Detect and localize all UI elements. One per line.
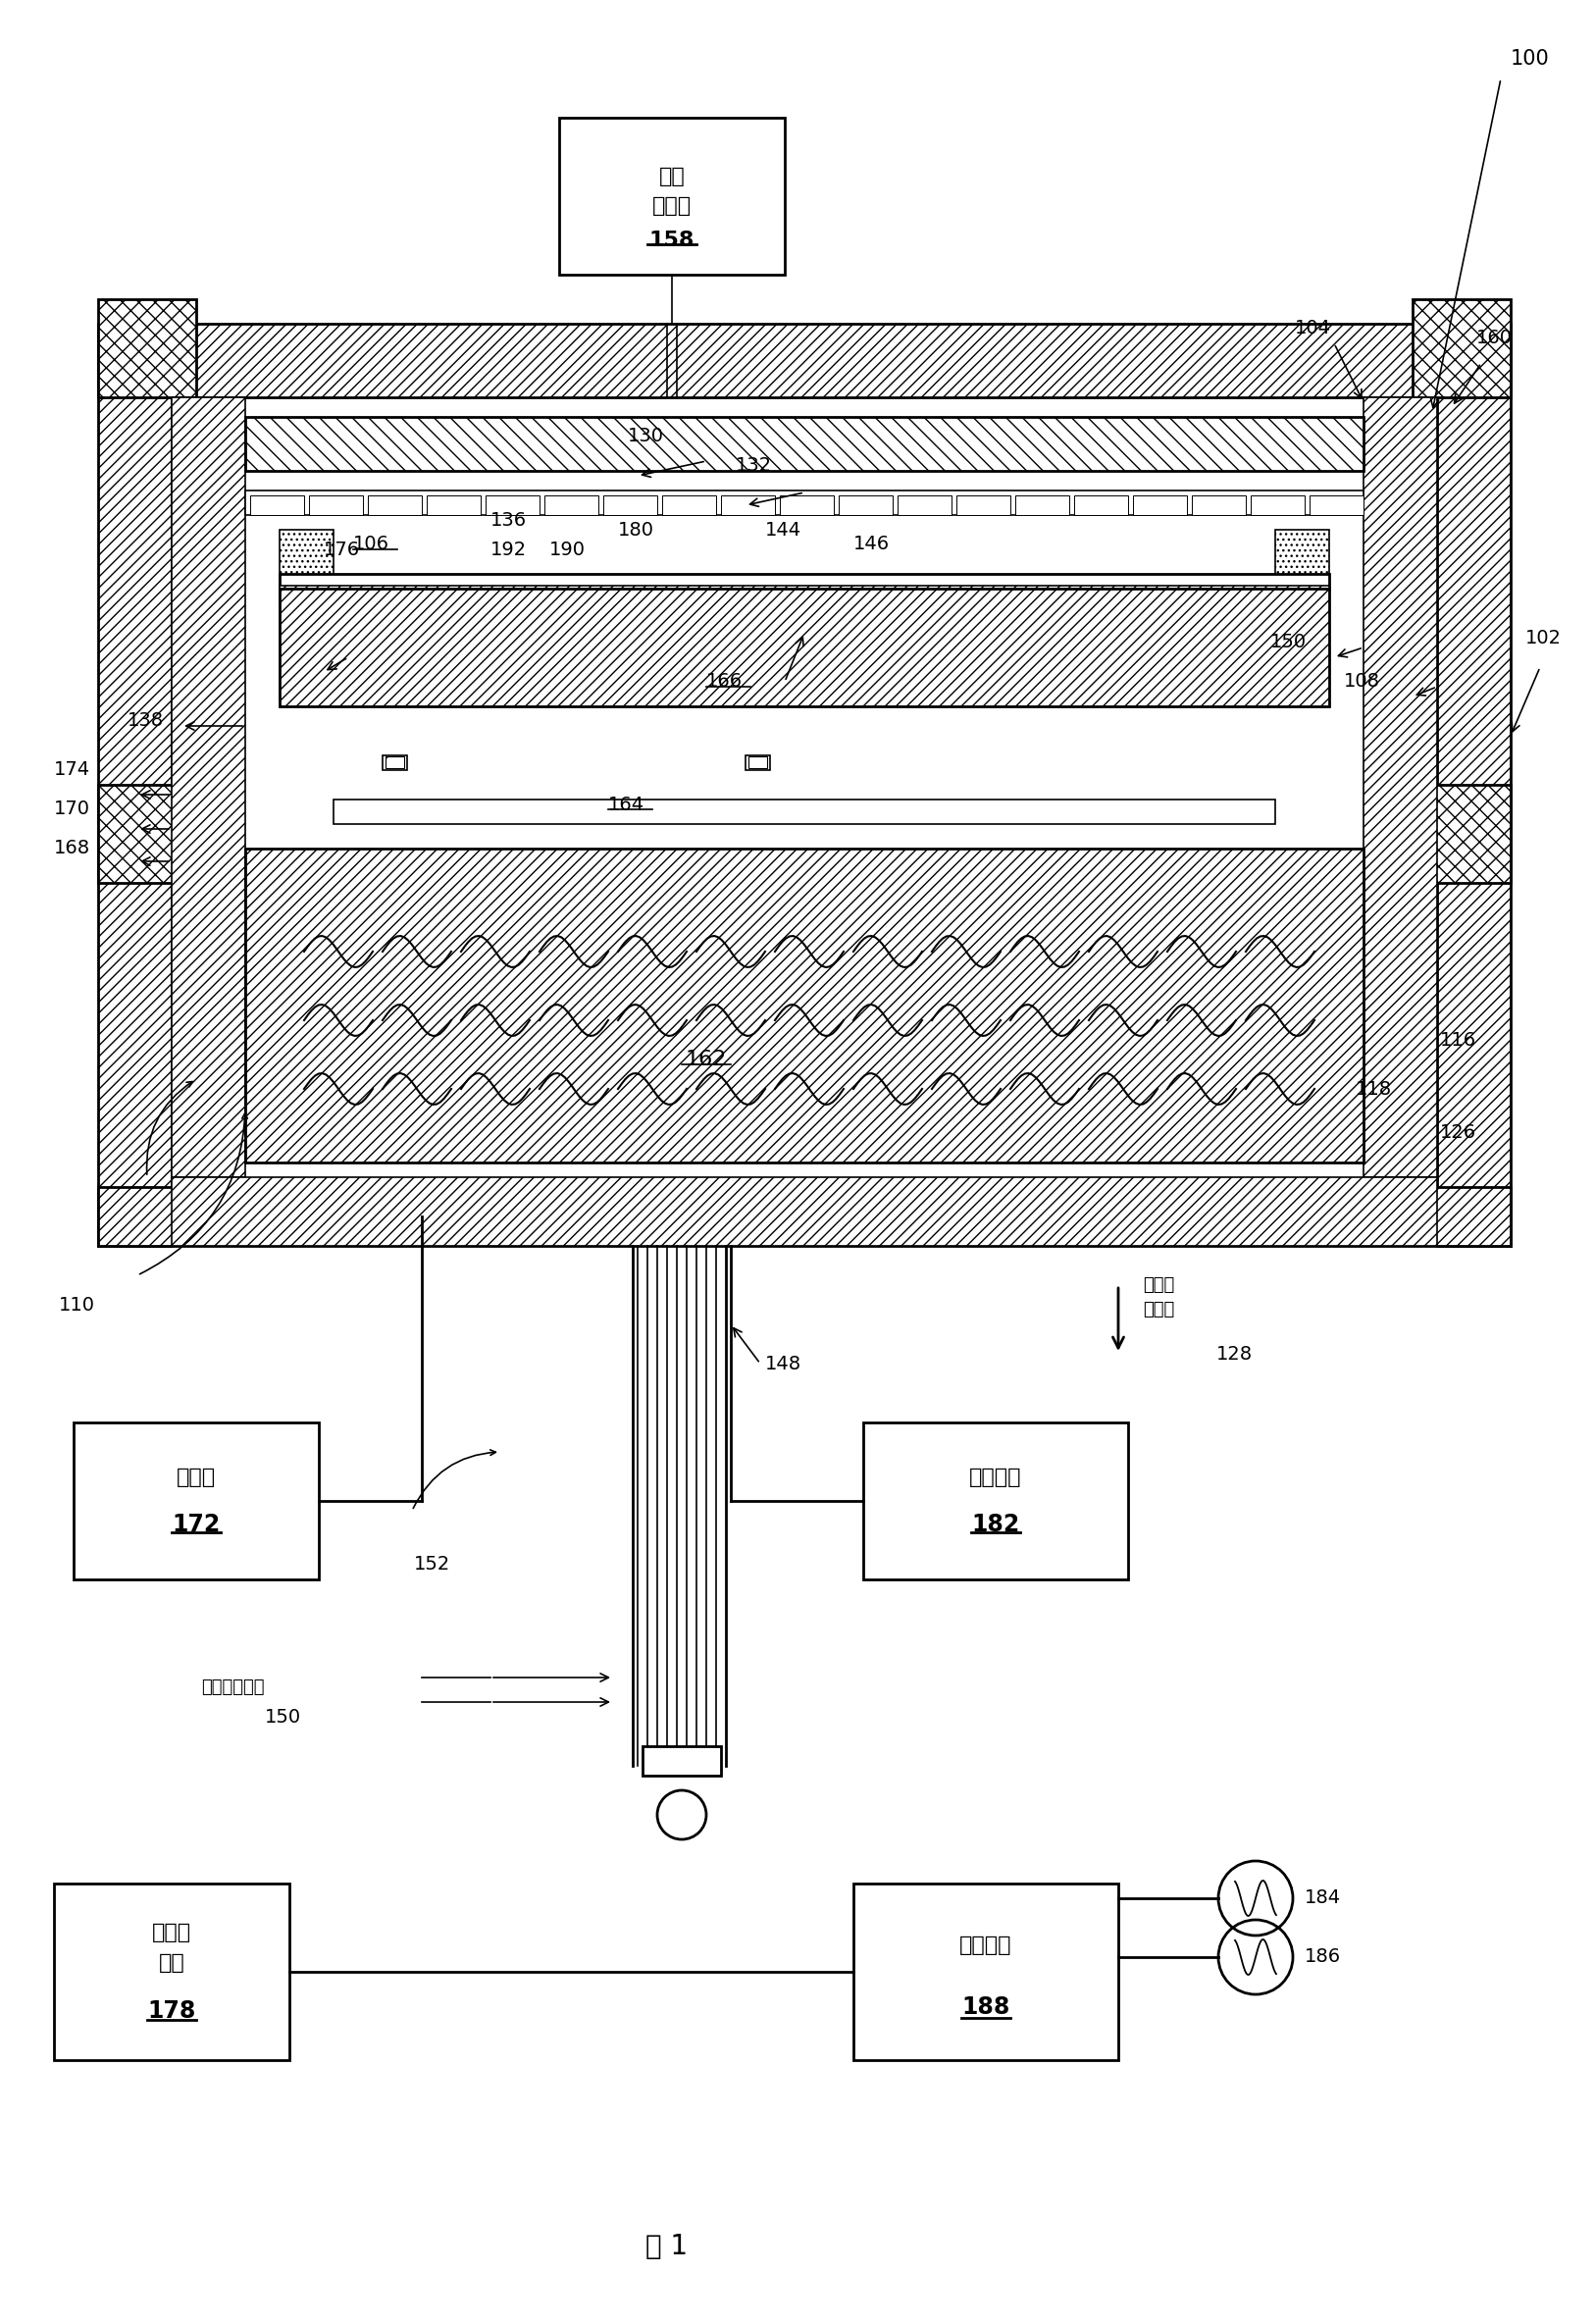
Bar	[544, 495, 598, 516]
Text: 170: 170	[54, 799, 91, 818]
Text: 116: 116	[1440, 1030, 1477, 1048]
Bar	[427, 495, 480, 516]
Bar	[721, 495, 775, 516]
Text: 182: 182	[971, 1513, 1019, 1536]
Bar	[246, 848, 1364, 1162]
Bar	[839, 495, 893, 516]
Text: 流体源: 流体源	[177, 1466, 215, 1487]
Text: 192: 192	[491, 539, 526, 558]
Bar	[99, 1188, 1510, 1246]
Text: 148: 148	[766, 1355, 802, 1373]
Bar	[853, 1882, 1118, 2059]
Text: 128: 128	[1217, 1346, 1252, 1364]
Text: 电源: 电源	[158, 1952, 185, 1973]
Bar	[99, 323, 172, 1246]
Bar	[780, 495, 834, 516]
Text: 110: 110	[59, 1294, 96, 1313]
Bar	[386, 755, 404, 769]
Text: 176: 176	[324, 539, 360, 558]
Text: 178: 178	[147, 1999, 196, 2022]
Text: 气体: 气体	[659, 167, 686, 186]
Bar	[898, 495, 952, 516]
Text: 160: 160	[1477, 330, 1512, 349]
Bar	[333, 799, 1276, 825]
Text: 190: 190	[549, 539, 585, 558]
Text: 180: 180	[617, 521, 654, 539]
Text: 126: 126	[1440, 1125, 1477, 1143]
Bar	[172, 1178, 1437, 1246]
Bar	[1413, 300, 1510, 397]
Bar	[99, 300, 196, 397]
Bar	[485, 495, 539, 516]
Text: 184: 184	[1305, 1889, 1341, 1908]
Text: 108: 108	[1345, 672, 1380, 690]
Bar	[99, 786, 196, 883]
Bar	[54, 1882, 289, 2059]
Bar	[1016, 495, 1069, 516]
Text: 172: 172	[172, 1513, 220, 1536]
Bar	[383, 755, 407, 769]
Bar	[603, 495, 657, 516]
Text: 130: 130	[628, 428, 664, 446]
Text: 186: 186	[1305, 1948, 1341, 1966]
Bar	[279, 586, 1329, 604]
Text: 162: 162	[686, 1050, 727, 1069]
Bar	[368, 495, 421, 516]
Text: 150: 150	[265, 1708, 301, 1727]
Bar	[1132, 495, 1187, 516]
Text: 136: 136	[491, 511, 526, 530]
Text: 102: 102	[1525, 627, 1562, 646]
Bar	[279, 530, 333, 702]
Bar	[246, 416, 1364, 472]
Text: 泵系统: 泵系统	[1142, 1301, 1174, 1318]
Bar	[246, 490, 1364, 516]
Bar	[643, 1745, 721, 1776]
Text: 152: 152	[413, 1555, 450, 1573]
Text: 耦接至: 耦接至	[1142, 1276, 1174, 1294]
Bar	[957, 495, 1010, 516]
Text: 加热器: 加热器	[152, 1924, 191, 1943]
Bar	[1309, 495, 1364, 516]
Bar	[1250, 495, 1305, 516]
Bar	[279, 574, 1329, 588]
Text: 164: 164	[608, 795, 644, 813]
Text: 100: 100	[1510, 49, 1550, 70]
Text: 图 1: 图 1	[646, 2233, 687, 2261]
Bar	[1073, 495, 1128, 516]
Text: 132: 132	[735, 456, 772, 476]
Text: 158: 158	[649, 230, 695, 251]
Text: 138: 138	[128, 711, 164, 730]
Text: 146: 146	[853, 535, 890, 553]
Bar	[309, 495, 364, 516]
Bar	[560, 119, 785, 274]
Text: 104: 104	[1295, 318, 1332, 337]
Text: 174: 174	[54, 760, 91, 779]
Text: 188: 188	[962, 1996, 1010, 2020]
Bar	[1276, 530, 1329, 702]
Bar	[1413, 786, 1510, 883]
Bar	[863, 1422, 1128, 1580]
Bar	[279, 588, 1329, 706]
Text: 166: 166	[707, 672, 743, 690]
Text: 卡盘电源: 卡盘电源	[970, 1466, 1022, 1487]
Bar	[73, 1422, 319, 1580]
Text: 150: 150	[1270, 632, 1306, 651]
Bar	[1191, 495, 1246, 516]
Text: 118: 118	[1356, 1081, 1392, 1099]
Text: 仪表盘: 仪表盘	[652, 195, 692, 216]
Bar	[1437, 323, 1510, 1246]
Text: 耦接至控制器: 耦接至控制器	[201, 1678, 265, 1697]
Bar	[748, 755, 767, 769]
Bar	[1364, 397, 1437, 1178]
Bar	[99, 323, 1510, 397]
Bar	[172, 397, 246, 1178]
Bar	[250, 495, 305, 516]
Text: 106: 106	[352, 535, 389, 553]
Text: 144: 144	[766, 521, 802, 539]
Bar	[662, 495, 716, 516]
Text: 匹配电路: 匹配电路	[960, 1936, 1013, 1954]
Text: 168: 168	[54, 839, 91, 858]
Bar	[745, 755, 770, 769]
